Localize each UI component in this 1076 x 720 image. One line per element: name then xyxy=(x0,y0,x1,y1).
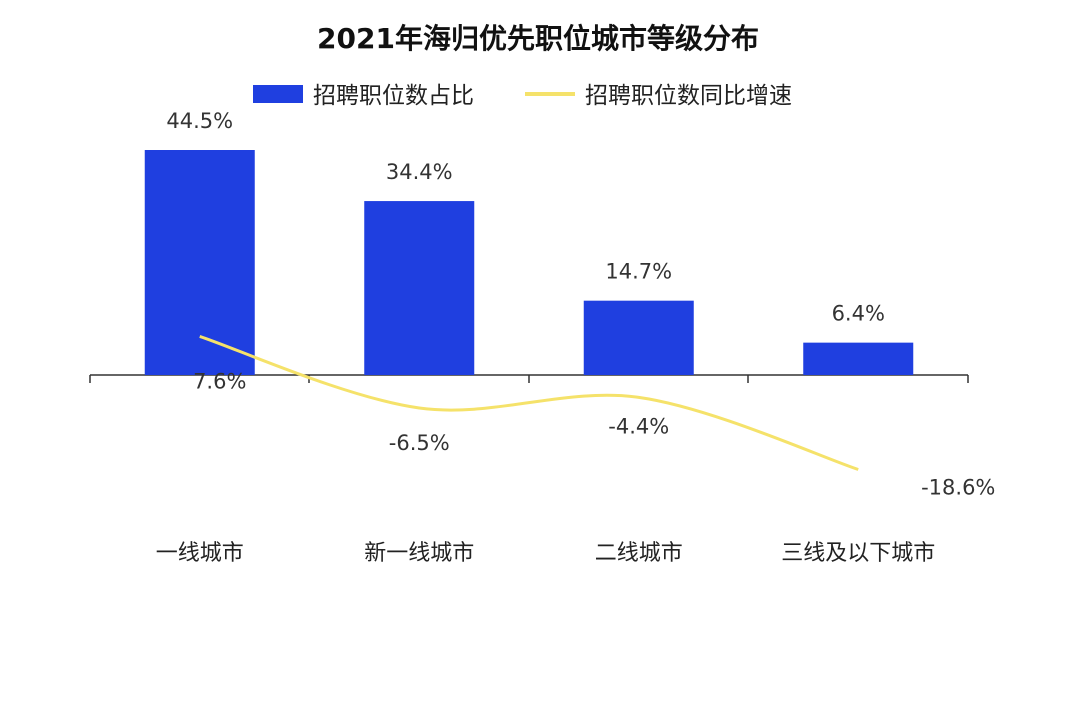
bar-labels: 44.5% 34.4% 14.7% 6.4% xyxy=(166,109,885,326)
category-label-3: 三线及以下城市 xyxy=(781,541,935,566)
line-label-2: -4.4% xyxy=(608,414,669,438)
legend: 招聘职位数占比 招聘职位数同比增速 xyxy=(253,83,792,109)
bar-series xyxy=(144,150,914,375)
bar-label-1: 34.4% xyxy=(386,160,453,184)
legend-label-bar: 招聘职位数占比 xyxy=(313,83,474,109)
bar-1 xyxy=(364,201,475,375)
chart-title: 2021年海归优先职位城市等级分布 xyxy=(317,22,759,55)
bar-2 xyxy=(583,300,694,375)
category-labels: 一线城市 新一线城市 二线城市 三线及以下城市 xyxy=(156,541,936,566)
category-label-0: 一线城市 xyxy=(156,541,244,566)
bar-label-2: 14.7% xyxy=(605,260,672,284)
line-label-3: -18.6% xyxy=(921,475,995,499)
legend-swatch-bar xyxy=(253,85,303,103)
line-labels: 7.6% -6.5% -4.4% -18.6% xyxy=(193,369,995,499)
line-label-0: 7.6% xyxy=(193,369,246,393)
line-series xyxy=(199,334,859,471)
bar-label-3: 6.4% xyxy=(832,302,885,326)
bar-3 xyxy=(803,342,914,375)
legend-label-line: 招聘职位数同比增速 xyxy=(585,83,792,109)
bar-0 xyxy=(144,150,255,375)
bar-label-0: 44.5% xyxy=(166,109,233,133)
category-label-1: 新一线城市 xyxy=(364,541,474,566)
category-label-2: 二线城市 xyxy=(595,541,683,566)
line-label-1: -6.5% xyxy=(389,431,450,455)
